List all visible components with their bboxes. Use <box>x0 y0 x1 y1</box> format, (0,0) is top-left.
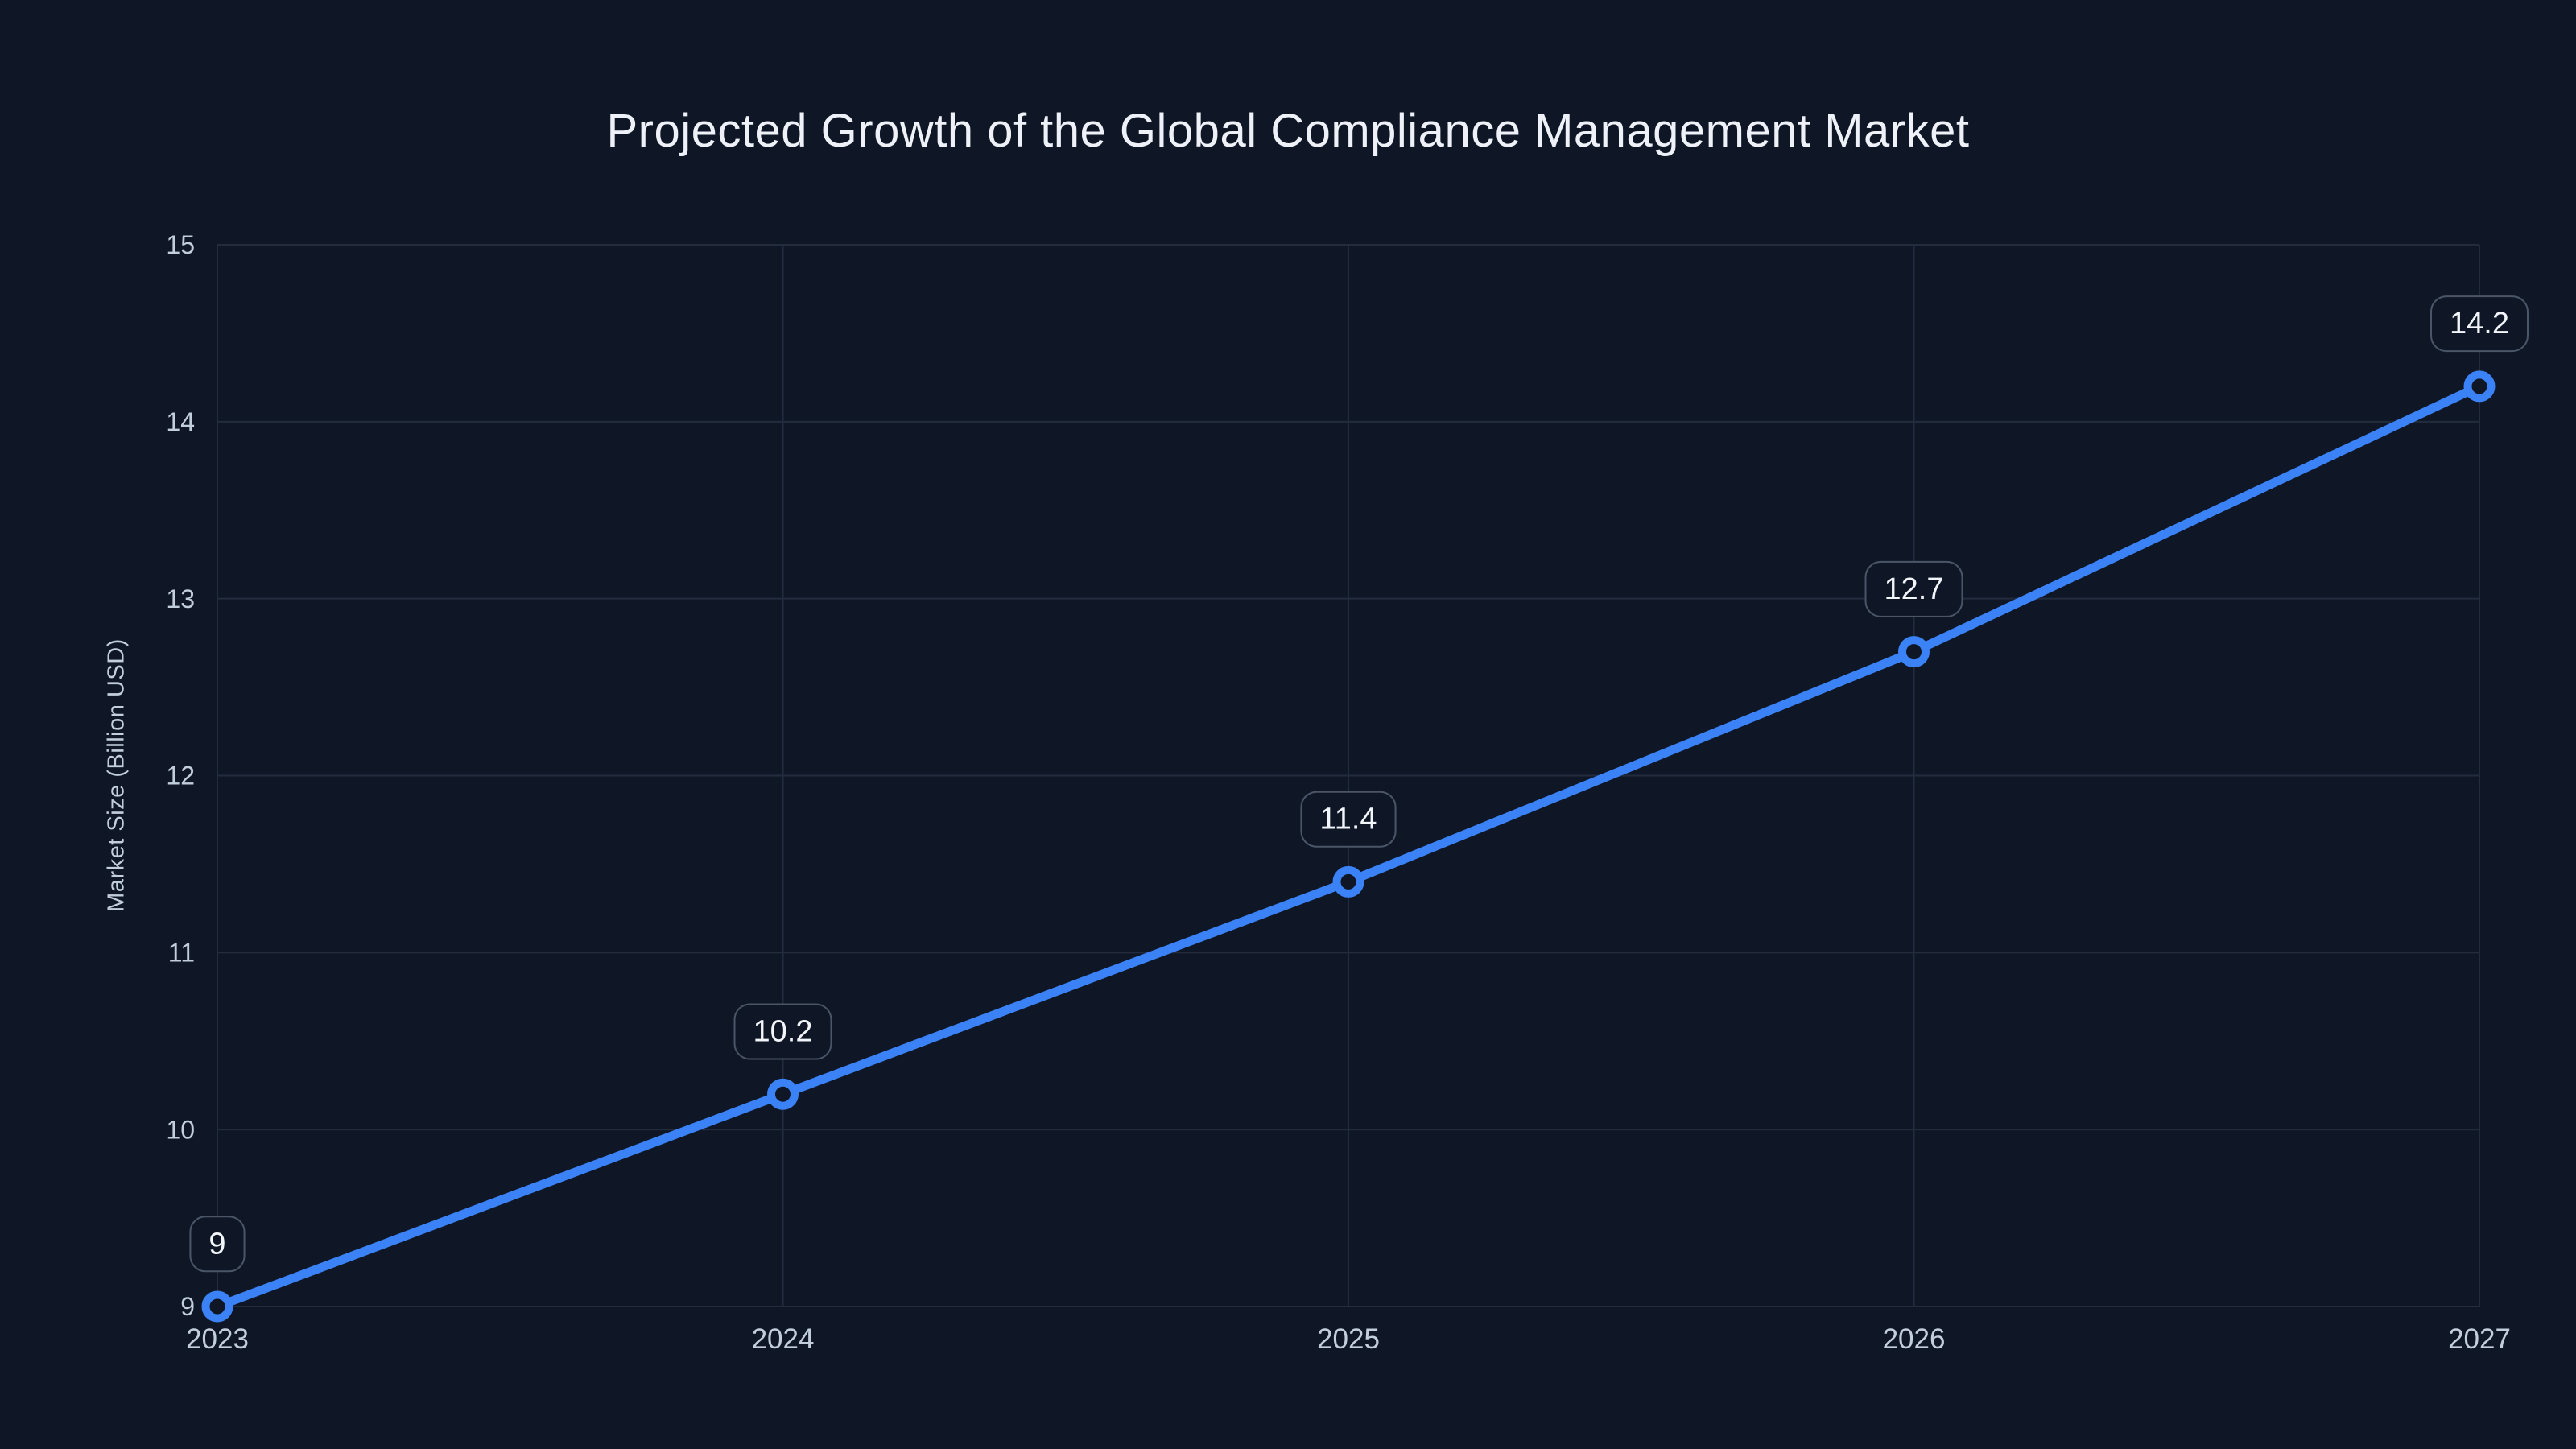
x-tick-label: 2027 <box>2448 1323 2511 1355</box>
point-label: 11.4 <box>1300 791 1397 848</box>
y-tick-label: 12 <box>166 762 195 791</box>
point-label-value: 11.4 <box>1319 803 1377 836</box>
point-label-box <box>733 1003 832 1060</box>
point-label-box <box>2430 295 2529 353</box>
y-tick-label: 10 <box>166 1115 195 1144</box>
point-label: 14.2 <box>2430 295 2529 353</box>
data-point-marker <box>1332 865 1364 898</box>
chart-title: Projected Growth of the Global Complianc… <box>606 105 1970 157</box>
y-tick-label: 15 <box>166 230 195 259</box>
y-tick-label: 14 <box>166 407 195 436</box>
gridlines <box>217 244 2480 1307</box>
x-tick-label: 2025 <box>1317 1323 1380 1355</box>
data-series <box>201 370 2496 1323</box>
point-label: 12.7 <box>1864 560 1963 617</box>
data-point-marker <box>2463 370 2496 402</box>
x-tick-label: 2023 <box>186 1323 249 1355</box>
data-point-marker <box>1898 636 1930 668</box>
y-tick-label: 11 <box>168 939 195 968</box>
data-point-marker <box>767 1078 799 1110</box>
point-label-value: 10.2 <box>753 1015 813 1049</box>
data-point-labels: 9 10.2 11.4 12.7 14.2 <box>189 295 2529 1273</box>
point-label: 9 <box>189 1216 246 1273</box>
point-label-box <box>189 1216 246 1273</box>
x-tick-label: 2024 <box>752 1323 815 1355</box>
point-label: 10.2 <box>733 1003 832 1060</box>
point-label-box <box>1864 560 1963 617</box>
point-label-value: 9 <box>208 1227 225 1261</box>
data-point-marker <box>201 1290 233 1323</box>
point-label-value: 12.7 <box>1885 572 1944 606</box>
y-tick-label: 9 <box>180 1292 195 1321</box>
axis-tick-labels: 9 10 11 12 13 14 15 2023 2024 2025 2026 2027 <box>166 230 2511 1355</box>
point-label-box <box>1300 791 1397 848</box>
x-tick-label: 2026 <box>1883 1323 1946 1355</box>
y-tick-label: 13 <box>166 584 195 613</box>
point-label-value: 14.2 <box>2450 307 2509 341</box>
